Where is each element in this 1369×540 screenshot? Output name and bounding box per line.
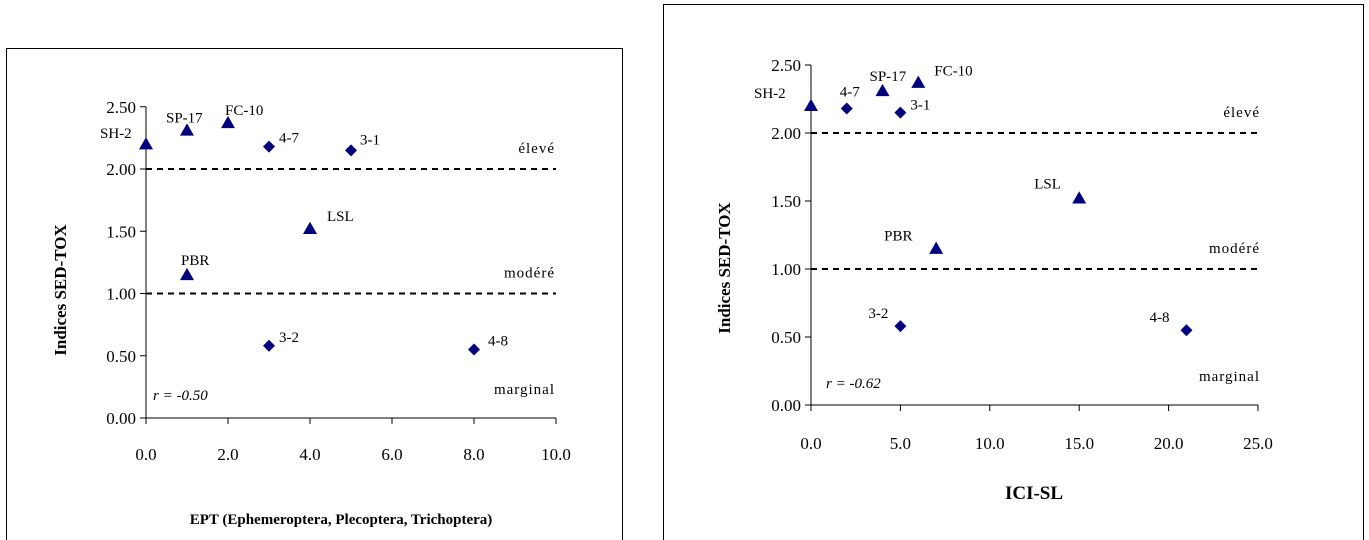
chart1-point-label-3-1: 3-1	[360, 132, 380, 148]
chart2-point-SH-2	[804, 98, 818, 112]
chart2-point-label-PBR: PBR	[884, 229, 912, 245]
chart2-point-FC-10	[911, 75, 926, 88]
chart1-point-PBR	[180, 267, 194, 281]
chart2-y-tick-label: 0.00	[771, 396, 801, 415]
chart1-point-FC-10	[221, 115, 235, 129]
chart1-y-tick-label: 1.00	[106, 285, 136, 304]
chart2-y-axis-label: Indices SED-TOX	[715, 202, 734, 334]
chart1-y-tick-label: 2.50	[106, 98, 136, 117]
chart2-point-LSL	[1072, 191, 1087, 204]
chart1-y-tick-label: 1.50	[106, 222, 136, 241]
chart1-point-label-4-7: 4-7	[279, 131, 299, 147]
chart2-x-tick-label: 15.0	[1064, 434, 1094, 453]
chart2-y-tick-label: 0.50	[771, 328, 801, 347]
chart1-point-4-8	[468, 343, 480, 356]
chart1-zone-label: élevé	[518, 141, 555, 157]
chart2-x-tick-label: 5.0	[890, 434, 911, 453]
chart1-point-3-1	[345, 144, 357, 157]
chart1-point-LSL	[303, 221, 317, 235]
chart1-x-axis-label: EPT (Ephemeroptera, Plecoptera, Trichopt…	[190, 512, 493, 528]
chart1-point-SH-2	[139, 137, 153, 150]
chart2-y-tick-label: 2.00	[771, 124, 801, 143]
chart1-y-tick-label: 0.00	[106, 409, 136, 428]
chart2-point-4-7	[840, 102, 853, 115]
chart1-point-label-SP-17: SP-17	[166, 110, 203, 126]
chart2-point-SP-17	[875, 83, 890, 97]
chart2-x-tick-label: 0.0	[800, 434, 821, 453]
chart1-zone-label: marginal	[494, 382, 555, 398]
chart1-point-label-LSL: LSL	[327, 209, 354, 225]
chart1-x-tick-label: 0.0	[135, 445, 156, 464]
chart2-point-3-1	[894, 106, 907, 119]
chart1-zone-label: modéré	[504, 266, 555, 282]
chart1-x-tick-label: 4.0	[299, 445, 320, 464]
chart2-point-label-SP-17: SP-17	[870, 69, 907, 85]
chart2-point-PBR	[929, 241, 944, 254]
chart2-x-tick-label: 10.0	[975, 434, 1005, 453]
chart1-point-label-FC-10: FC-10	[225, 103, 263, 119]
chart1-x-tick-label: 10.0	[541, 445, 571, 464]
chart2-zone-label: élevé	[1223, 105, 1260, 121]
chart2-point-label-3-2: 3-2	[868, 306, 888, 322]
chart2-y-tick-label: 1.00	[771, 260, 801, 279]
chart1-x-tick-label: 6.0	[381, 445, 402, 464]
chart1-point-3-2	[263, 339, 275, 352]
chart1-point-label-SH-2: SH-2	[100, 126, 132, 142]
chart2-point-label-LSL: LSL	[1034, 176, 1061, 192]
chart2-zone-label: marginal	[1199, 369, 1260, 385]
chart2-zone-label: modéré	[1209, 241, 1260, 257]
chart1-point-SP-17	[180, 123, 194, 136]
chart1-point-4-7	[263, 140, 275, 153]
chart1-point-label-PBR: PBR	[181, 253, 209, 269]
chart1-x-tick-label: 8.0	[463, 445, 484, 464]
chart1-x-tick-label: 2.0	[217, 445, 238, 464]
chart-panel-ici	[663, 4, 1364, 540]
chart2-point-label-FC-10: FC-10	[934, 64, 972, 80]
chart2-y-tick-label: 2.50	[771, 56, 801, 75]
chart2-point-4-8	[1180, 324, 1193, 337]
chart1-y-tick-label: 0.50	[106, 347, 136, 366]
chart2-x-axis-label: ICI-SL	[1005, 483, 1063, 504]
chart2-point-3-2	[894, 320, 907, 333]
chart2-x-tick-label: 25.0	[1243, 434, 1273, 453]
chart2-point-label-4-8: 4-8	[1149, 310, 1169, 326]
chart2-point-label-4-7: 4-7	[840, 85, 860, 101]
chart2-point-label-SH-2: SH-2	[754, 86, 786, 102]
chart1-point-label-3-2: 3-2	[279, 330, 299, 346]
chart2-y-tick-label: 1.50	[771, 192, 801, 211]
chart2-x-tick-label: 20.0	[1154, 434, 1184, 453]
chart2-correlation-label: r = -0.62	[826, 376, 881, 392]
chart1-point-label-4-8: 4-8	[488, 334, 508, 350]
chart2-point-label-3-1: 3-1	[910, 98, 930, 114]
chart1-y-axis-label: Indices SED-TOX	[51, 224, 70, 356]
chart1-correlation-label: r = -0.50	[153, 388, 208, 404]
chart1-y-tick-label: 2.00	[106, 160, 136, 179]
